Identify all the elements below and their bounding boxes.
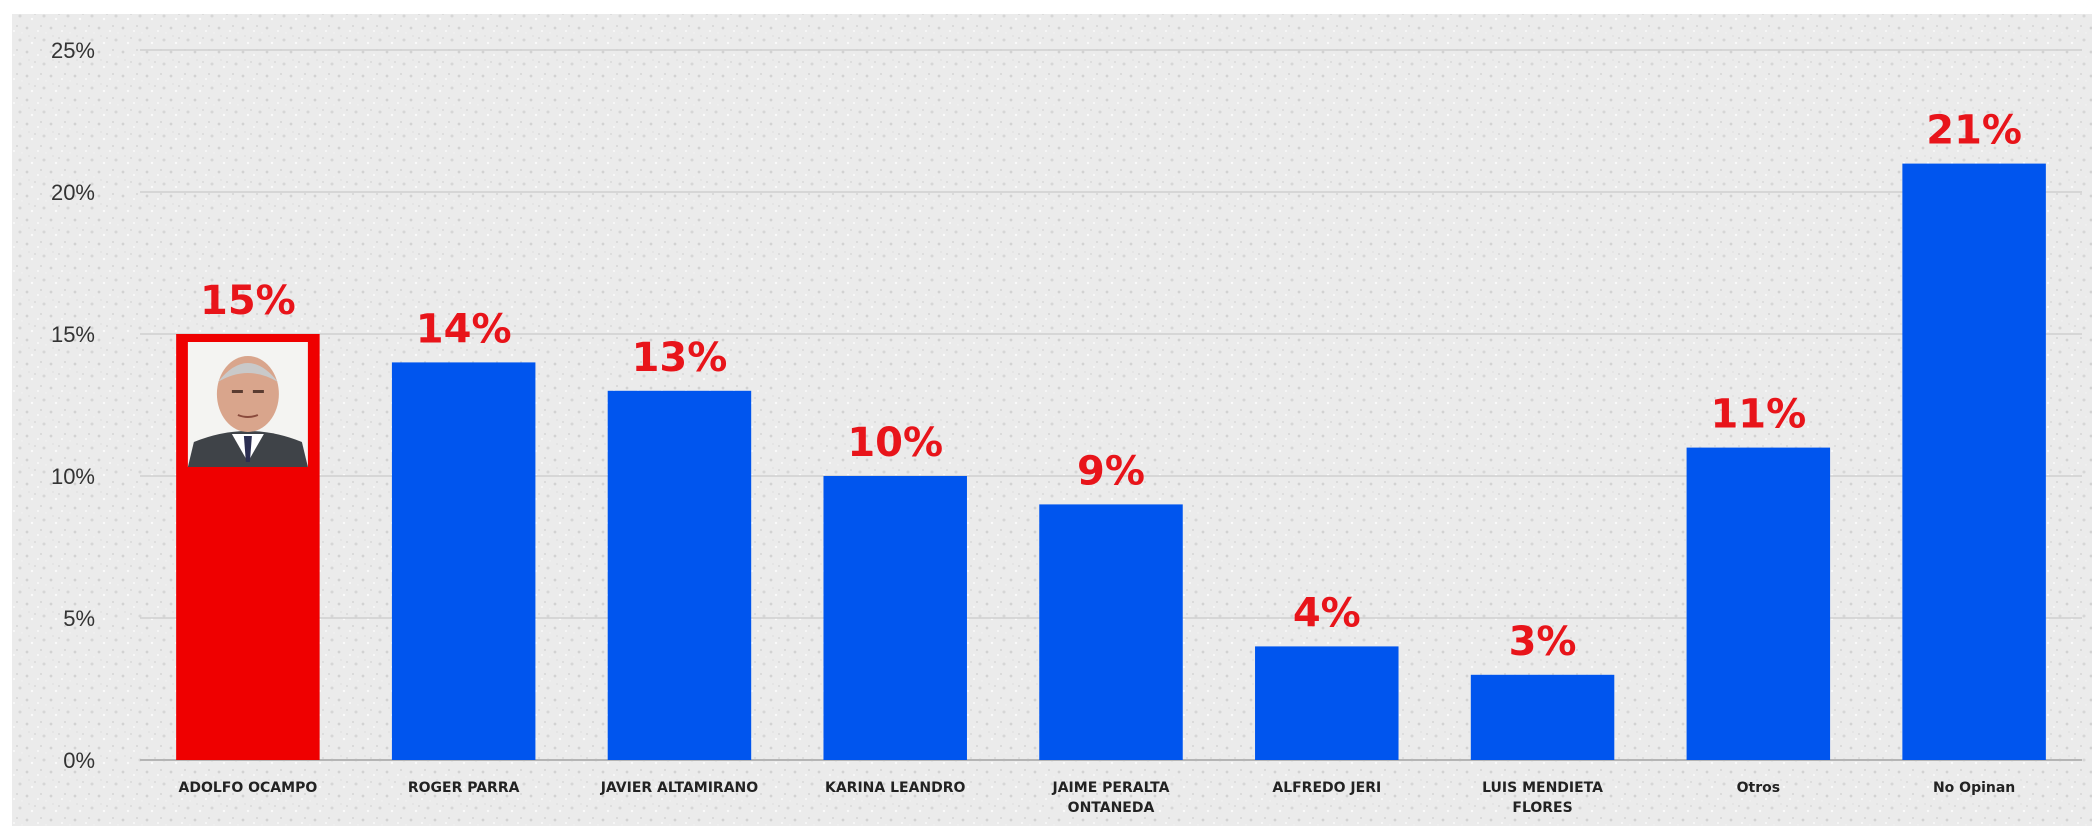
portrait-hair bbox=[217, 363, 278, 382]
data-label: 9% bbox=[1077, 448, 1145, 494]
portrait-eye bbox=[252, 390, 264, 393]
data-label: 10% bbox=[847, 420, 943, 466]
bar bbox=[823, 476, 967, 760]
data-label: 21% bbox=[1926, 108, 2022, 154]
y-tick-label: 10% bbox=[51, 464, 95, 489]
bar bbox=[1902, 163, 2046, 761]
x-tick-label: ALFREDO JERI bbox=[1272, 780, 1381, 796]
data-label: 13% bbox=[632, 335, 728, 381]
data-labels: 15% 14% 13% 10% 9% 4% 3% 11% 21% bbox=[200, 108, 2022, 665]
portrait-eye bbox=[231, 390, 243, 393]
y-tick-label: 20% bbox=[51, 180, 95, 205]
x-tick-label: No Opinan bbox=[1933, 780, 2015, 796]
data-label: 3% bbox=[1509, 619, 1577, 665]
candidate-photo-layer bbox=[187, 342, 308, 467]
x-tick-label: JAVIER ALTAMIRANO bbox=[600, 780, 759, 796]
y-tick-label: 25% bbox=[51, 38, 95, 63]
x-tick-label: ADOLFO OCAMPO bbox=[179, 780, 318, 796]
portrait-mouth bbox=[237, 414, 259, 418]
bar bbox=[1255, 646, 1399, 760]
x-tick-label: KARINA LEANDRO bbox=[825, 780, 966, 796]
x-axis-categories: ADOLFO OCAMPO ROGER PARRA JAVIER ALTAMIRAN… bbox=[179, 780, 2016, 816]
data-label: 15% bbox=[200, 278, 296, 324]
data-label: 4% bbox=[1293, 590, 1361, 636]
data-label: 11% bbox=[1710, 392, 1806, 438]
portrait-tie bbox=[243, 436, 252, 462]
y-tick-label: 5% bbox=[63, 606, 95, 631]
x-tick-label: Otros bbox=[1737, 780, 1780, 796]
bar bbox=[391, 362, 536, 760]
bar bbox=[1039, 504, 1183, 760]
candidate-portrait-photo bbox=[187, 342, 308, 467]
bar bbox=[1686, 447, 1831, 760]
y-tick-label: 0% bbox=[63, 748, 95, 773]
x-tick-label: JAIME PERALTA ONTANEDA bbox=[1052, 780, 1170, 816]
bar bbox=[1470, 674, 1615, 760]
bar bbox=[607, 390, 752, 760]
x-tick-label: ROGER PARRA bbox=[408, 780, 520, 796]
data-label: 14% bbox=[416, 306, 512, 352]
x-tick-label: LUIS MENDIETA FLORES bbox=[1482, 780, 1603, 816]
y-axis: 0% 5% 10% 15% 20% 25% bbox=[51, 38, 95, 773]
y-tick-label: 15% bbox=[51, 322, 95, 347]
